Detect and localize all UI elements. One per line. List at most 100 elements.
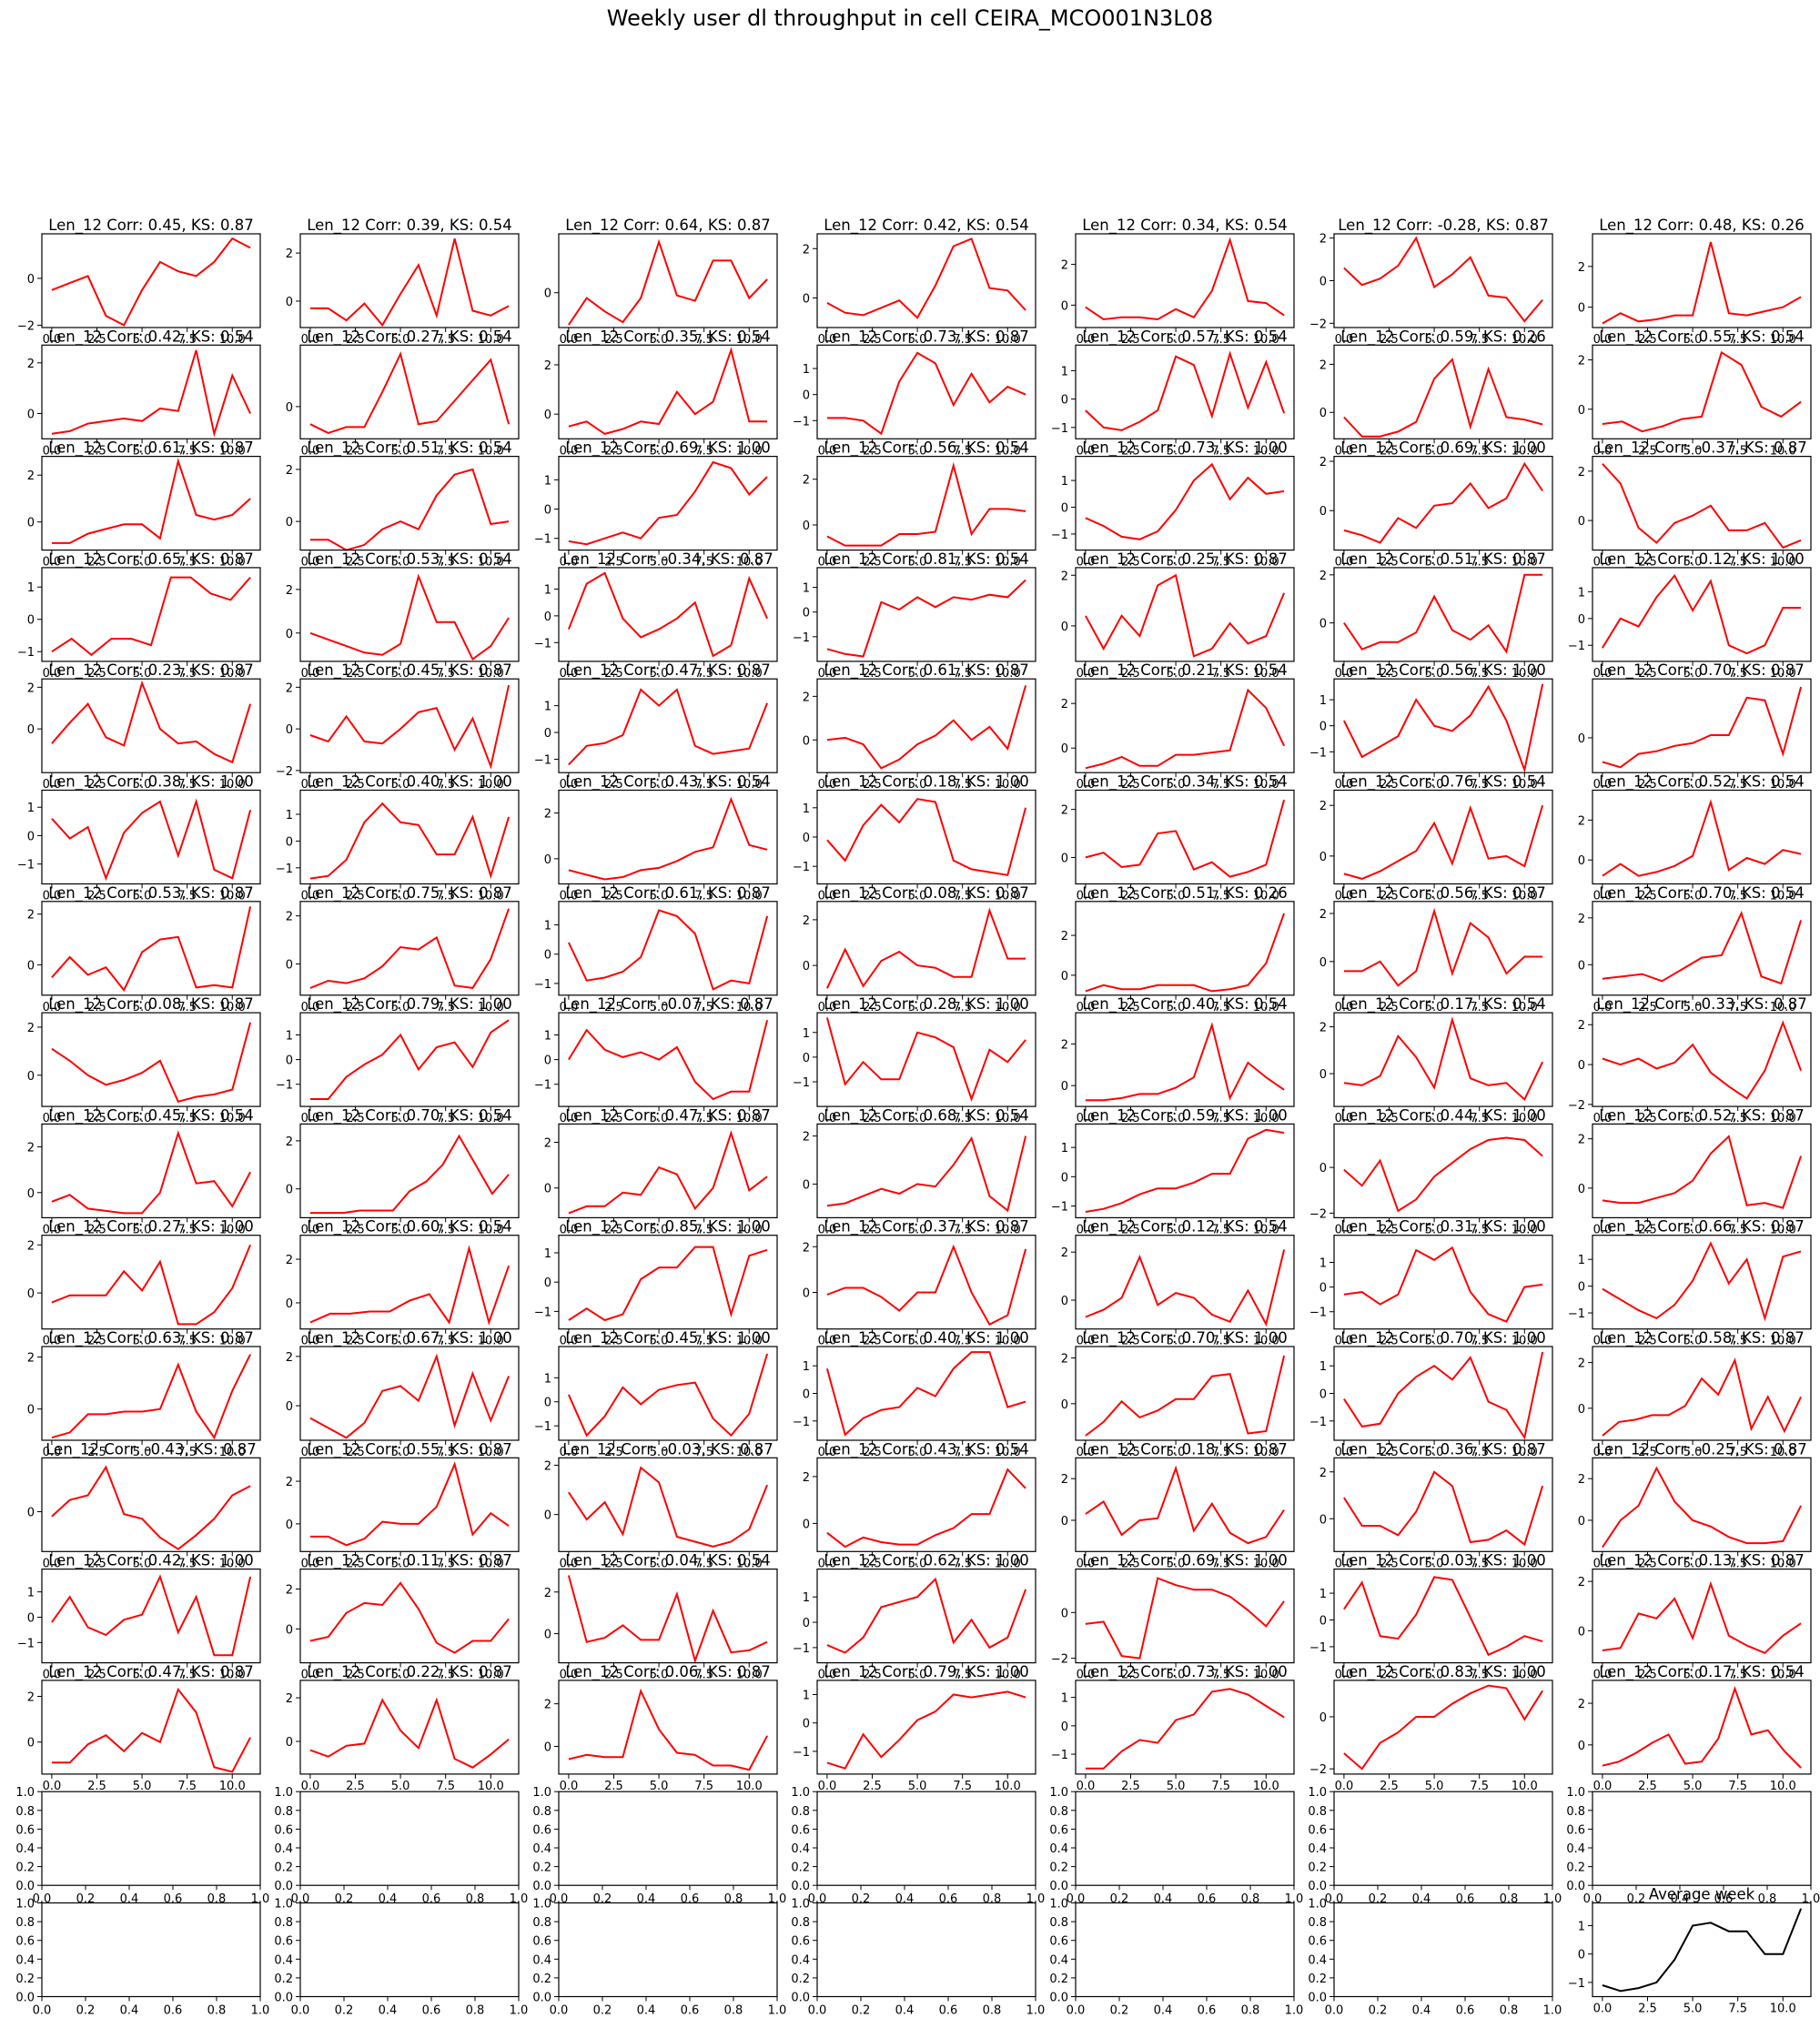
series-line — [568, 1246, 768, 1322]
y-tick-label: 0 — [1320, 721, 1327, 734]
x-tick-label: 7.5 — [1728, 667, 1747, 681]
x-tick-label: 0.2 — [1110, 2004, 1129, 2018]
subplot-title: Len_12 Corr: 0.11, KS: 0.87 — [307, 1552, 511, 1570]
x-tick-label: 10.0 — [1512, 1112, 1538, 1125]
x-tick-label: 2.5 — [604, 890, 623, 903]
x-tick-label: 7.5 — [694, 1335, 713, 1348]
x-tick-label: 10.0 — [478, 1001, 504, 1014]
x-tick-label: 2.5 — [1121, 1446, 1140, 1459]
axes-frame — [1592, 1680, 1812, 1775]
x-tick-label: 2.5 — [604, 333, 623, 347]
y-tick-label: 0 — [286, 401, 293, 415]
x-tick-label: 7.5 — [1470, 890, 1489, 903]
y-tick-label: 1 — [803, 582, 810, 596]
series-line — [51, 1465, 251, 1550]
series-line — [567, 909, 769, 991]
y-tick-label: 2 — [1578, 261, 1585, 275]
y-tick-label: 0.4 — [1049, 1842, 1068, 1856]
subplot-57: Len_12 Corr: 0.45, KS: 0.54 0 2 0.0 2.5 5.0 7.… — [27, 1106, 261, 1236]
series-line — [826, 351, 1026, 436]
y-tick-label: 1 — [1578, 1920, 1585, 1933]
y-tick-label: 0 — [544, 1741, 551, 1754]
x-tick-label: 2.5 — [863, 1335, 882, 1348]
subplot-32: Len_12 Corr: 0.61, KS: 0.87 0 2 0.0 2.5 5.0 7.… — [803, 661, 1036, 792]
y-tick-label: 0 — [544, 1183, 551, 1196]
x-tick-label: 7.5 — [436, 1112, 455, 1125]
y-tick-label: 0.0 — [532, 1880, 551, 1893]
x-tick-label: 10.0 — [1770, 1001, 1796, 1014]
subplot-title: Len_12 Corr: 0.34, KS: 0.54 — [1082, 217, 1287, 235]
subplot-65: Len_12 Corr: 0.60, KS: 0.54 0 2 0.0 2.5 5.0 7.… — [286, 1218, 520, 1348]
x-tick-label: 0.0 — [818, 1780, 837, 1793]
x-tick-label: 10.0 — [1253, 1112, 1279, 1125]
y-tick-label: 1 — [1320, 1588, 1327, 1601]
y-tick-label: 0 — [286, 723, 293, 737]
subplot-title: Len_12 Corr: 0.56, KS: 0.54 — [824, 439, 1028, 458]
x-tick-label: 5.0 — [650, 444, 669, 458]
x-tick-label: 10.0 — [995, 1446, 1021, 1459]
x-tick-label: 2.5 — [604, 1335, 623, 1348]
x-tick-label: 10.0 — [736, 778, 763, 792]
y-tick-label: −1 — [1051, 422, 1068, 436]
series-line — [309, 238, 510, 328]
x-tick-label: 7.5 — [694, 1780, 713, 1793]
axes-frame — [816, 456, 1036, 551]
axes-frame — [816, 678, 1036, 773]
y-tick-label: 0 — [27, 1611, 35, 1625]
x-tick-label: 10.0 — [736, 333, 763, 347]
x-tick-label: 5.0 — [133, 778, 152, 792]
x-tick-label: 0.0 — [560, 1112, 579, 1125]
y-tick-label: 0 — [1061, 1171, 1068, 1185]
series-line — [826, 798, 1027, 876]
y-tick-label: 0 — [286, 1184, 293, 1197]
y-tick-label: 1 — [286, 1029, 293, 1043]
subplot-87: Len_12 Corr: 0.04, KS: 0.54 0 2 0.0 2.5 5.0 7.… — [544, 1552, 778, 1682]
x-tick-label: 0.4 — [120, 1892, 139, 1906]
x-tick-label: 10.0 — [1770, 1223, 1796, 1236]
subplot-27: Len_12 Corr: 0.51, KS: 0.87 0 2 0.0 2.5 5.0 7.… — [1320, 550, 1553, 681]
x-tick-label: 10.0 — [736, 1446, 763, 1459]
x-tick-label: 5.0 — [391, 1446, 410, 1459]
x-tick-label: 5.0 — [391, 444, 410, 458]
y-tick-label: 1 — [544, 701, 551, 714]
x-tick-label: 0.0 — [1335, 1112, 1354, 1125]
x-tick-label: 5.0 — [133, 890, 152, 903]
axes-frame — [1075, 567, 1295, 662]
y-tick-label: 0 — [1578, 1183, 1585, 1196]
x-tick-label: 10.0 — [478, 667, 504, 681]
axes-frame — [299, 456, 520, 551]
y-tick-label: 0.4 — [274, 1842, 293, 1856]
x-tick-label: 7.5 — [694, 1557, 713, 1570]
x-tick-label: 10.0 — [219, 890, 246, 903]
x-tick-label: 0.0 — [1593, 444, 1613, 458]
subplot-47: Len_12 Corr: 0.51, KS: 0.26 0 2 0.0 2.5 5.0 7.… — [1061, 884, 1295, 1014]
series-line — [826, 461, 1026, 547]
y-tick-label: 2 — [27, 909, 35, 923]
empty-subplot-6: 0.00.00.20.20.40.40.60.60.80.81.01.0 — [1308, 1786, 1562, 1906]
y-tick-label: 0.8 — [1308, 1916, 1327, 1930]
y-tick-label: −1 — [793, 1076, 810, 1090]
series-line — [1602, 1135, 1803, 1209]
y-tick-label: 0 — [1061, 1515, 1068, 1529]
y-tick-label: 0 — [286, 516, 293, 530]
x-tick-label: 5.0 — [650, 890, 669, 903]
y-tick-label: 1 — [803, 363, 810, 377]
axes-frame — [1592, 678, 1812, 773]
x-tick-label: 10.0 — [736, 667, 763, 681]
y-tick-label: 0.0 — [791, 1880, 810, 1893]
x-tick-label: 5.0 — [1425, 1223, 1444, 1236]
x-tick-label: 2.5 — [346, 556, 365, 570]
x-tick-label: 0.2 — [593, 2004, 612, 2018]
series-line — [309, 1461, 510, 1547]
x-tick-label: 2.5 — [1121, 444, 1140, 458]
subplot-2: Len_12 Corr: 0.39, KS: 0.54 0 2 0.0 2.5 5.0 7.… — [286, 217, 520, 347]
x-tick-label: 10.0 — [478, 1112, 504, 1125]
y-tick-label: −1 — [276, 863, 293, 876]
subplot-93: Len_12 Corr: 0.22, KS: 0.87 0 2 0.0 2.5 5.0 7.… — [286, 1663, 520, 1793]
y-tick-label: 0 — [27, 830, 35, 843]
x-tick-label: 0.4 — [120, 2004, 139, 2018]
x-tick-label: 7.5 — [1211, 1335, 1230, 1348]
x-tick-label: 7.5 — [953, 1001, 972, 1014]
